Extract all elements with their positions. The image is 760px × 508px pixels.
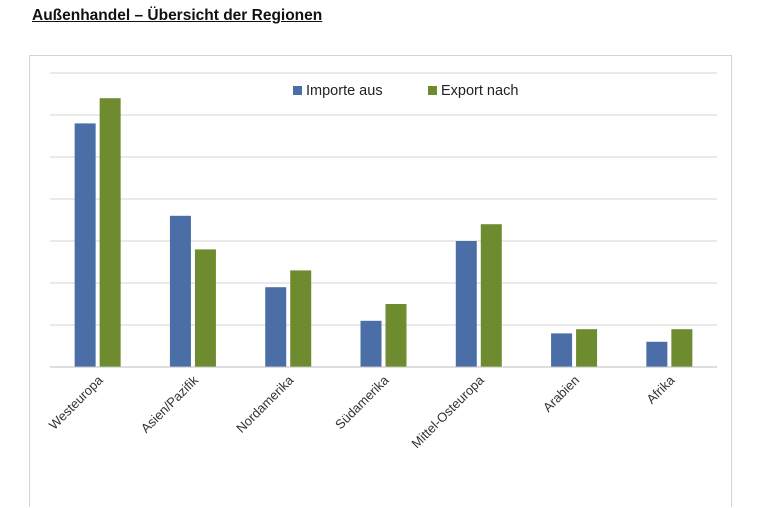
bar-imports — [74, 123, 96, 368]
bars — [74, 98, 693, 368]
legend: Importe aus Export nach — [293, 83, 518, 99]
bar-exports — [671, 329, 693, 367]
legend-label-imports: Importe aus — [306, 83, 383, 99]
x-tick-label: Afrika — [643, 372, 678, 407]
chart-area: Westeuropa Asien/Pazifik Nordamerika Südame… — [29, 55, 732, 507]
bar-imports — [169, 215, 191, 367]
bar-chart: Westeuropa Asien/Pazifik Nordamerika Südame… — [46, 72, 717, 451]
x-tick-label: Arabien — [540, 373, 582, 415]
bar-imports — [455, 241, 477, 367]
legend-swatch-imports — [293, 86, 302, 95]
bar-exports — [480, 224, 502, 367]
x-tick-label: Südamerika — [332, 372, 392, 432]
bar-imports — [646, 341, 668, 367]
x-axis-tick-labels: Westeuropa Asien/Pazifik Nordamerika Südame… — [46, 372, 678, 451]
legend-label-exports: Export nach — [441, 83, 518, 99]
bar-imports — [265, 287, 287, 367]
bar-exports — [290, 270, 312, 367]
page-title: Außenhandel – Übersicht der Regionen — [32, 7, 323, 24]
x-tick-label: Westeuropa — [46, 372, 107, 433]
bar-imports — [360, 320, 382, 367]
gridlines — [50, 72, 717, 326]
bar-exports — [99, 98, 121, 367]
bar-imports — [551, 333, 573, 367]
x-tick-label: Asien/Pazifik — [138, 372, 202, 436]
bar-exports — [385, 304, 407, 367]
bar-exports — [576, 329, 598, 367]
x-tick-label: Nordamerika — [233, 372, 297, 436]
bar-exports — [194, 249, 216, 367]
x-tick-label: Mittel-Osteuropa — [408, 372, 487, 451]
legend-swatch-exports — [428, 86, 437, 95]
